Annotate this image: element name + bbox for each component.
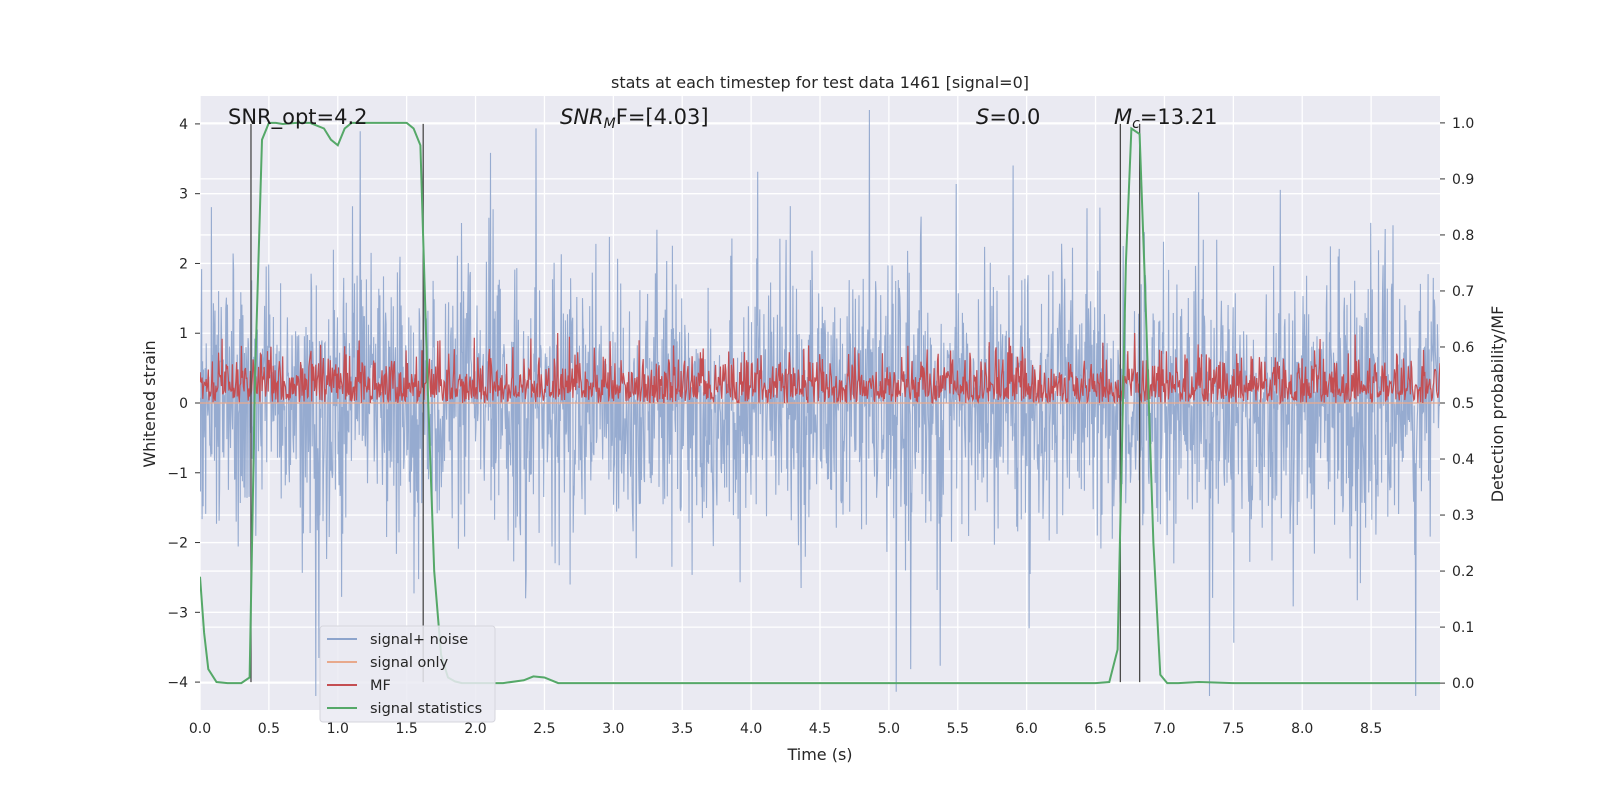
chart-title: stats at each timestep for test data 146… (611, 73, 1029, 92)
y-tick-label-8: 4 (179, 117, 188, 133)
y2-tick-label-2: 0.2 (1452, 564, 1474, 580)
legend-label-mf: MF (370, 678, 391, 694)
x-tick-label-11: 5.5 (947, 721, 969, 737)
y2-tick-label-1: 0.1 (1452, 620, 1474, 636)
y-tick-label-4: 0 (179, 396, 188, 412)
annotation-snr-mf-main: SNR (560, 105, 604, 129)
x-tick-label-5: 2.5 (533, 721, 555, 737)
series-signal-noise (200, 109, 1440, 697)
y2-tick-label-3: 0.3 (1452, 508, 1474, 524)
y-tick-label-2: −2 (167, 536, 188, 552)
x-tick-label-10: 5.0 (878, 721, 900, 737)
y2-tick-label-7: 0.7 (1452, 284, 1474, 300)
x-tick-label-6: 3.0 (602, 721, 624, 737)
annotation-snr-mf-sub: M (604, 116, 616, 132)
annotation-mc-label: M (1114, 105, 1132, 129)
x-tick-label-1: 0.5 (258, 721, 280, 737)
y2-tick-label-0: 0.0 (1452, 676, 1474, 692)
annotation-snr-opt: SNR_opt=4.2 (228, 105, 368, 130)
x-tick-label-13: 6.5 (1084, 721, 1106, 737)
y2-tick-label-10: 1.0 (1452, 116, 1474, 132)
annotation-s: S=0.0 (976, 105, 1040, 129)
y2-tick-label-5: 0.5 (1452, 396, 1474, 412)
x-tick-label-7: 3.5 (671, 721, 693, 737)
y-tick-label-5: 1 (179, 326, 188, 342)
legend-box (319, 625, 496, 723)
annotation-mc: Mc=13.21 (1114, 105, 1218, 132)
y2-tick-label-9: 0.9 (1452, 172, 1474, 188)
y2-tick-label-8: 0.8 (1452, 228, 1474, 244)
x-tick-label-17: 8.5 (1360, 721, 1382, 737)
data-layer (200, 109, 1440, 697)
y2-axis-ticks: 0.0 0.1 0.2 0.3 0.4 0.5 0.6 0.7 0.8 0.9 1.0 (1440, 116, 1474, 692)
y2-tick-label-6: 0.6 (1452, 340, 1474, 356)
annotation-s-label: S (976, 105, 989, 129)
y-tick-label-1: −3 (167, 605, 188, 621)
y-tick-label-3: −1 (167, 466, 188, 482)
y-tick-label-7: 3 (179, 187, 188, 203)
x-axis-title: Time (s) (786, 745, 852, 764)
annotation-snr-mf-rest: F=[4.03] (616, 105, 709, 129)
legend-label-signal-only: signal only (370, 655, 449, 671)
annotation-s-rest: =0.0 (989, 105, 1040, 129)
x-tick-label-16: 8.0 (1291, 721, 1313, 737)
annotation-mc-sub: c (1132, 116, 1140, 132)
x-tick-label-4: 2.0 (464, 721, 486, 737)
annotation-mc-rest: =13.21 (1140, 105, 1218, 129)
legend-label-signal-statistics: signal statistics (370, 701, 482, 717)
series-mf (200, 332, 1440, 406)
x-tick-label-12: 6.0 (1016, 721, 1038, 737)
y-tick-label-6: 2 (179, 256, 188, 272)
x-tick-label-14: 7.0 (1153, 721, 1175, 737)
x-tick-label-0: 0.0 (189, 721, 211, 737)
x-tick-label-3: 1.5 (396, 721, 418, 737)
x-tick-label-8: 4.0 (740, 721, 762, 737)
legend-label-signal-noise: signal+ noise (370, 632, 468, 648)
y-axis-title: Whitened strain (140, 340, 159, 467)
y2-tick-label-4: 0.4 (1452, 452, 1474, 468)
x-tick-label-9: 4.5 (809, 721, 831, 737)
x-tick-label-2: 1.0 (327, 721, 349, 737)
legend: signal+ noise signal only MF signal stat… (319, 625, 496, 723)
y-axis-ticks: −4 −3 −2 −1 0 1 2 3 4 (167, 117, 200, 691)
x-axis-ticks: 0.0 0.5 1.0 1.5 2.0 2.5 3.0 3.5 4.0 4.5 5.0 5.5 6.0 6… (189, 721, 1382, 737)
y-tick-label-0: −4 (167, 675, 188, 691)
annotation-snr-mf: SNRMF=[4.03] (560, 105, 709, 132)
x-tick-label-15: 7.5 (1222, 721, 1244, 737)
y2-axis-title: Detection probability/MF (1488, 306, 1507, 503)
